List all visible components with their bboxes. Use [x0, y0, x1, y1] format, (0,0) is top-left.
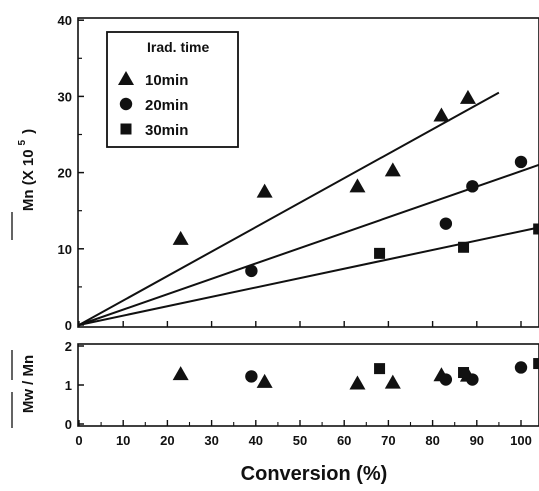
top-y-axis-label: Mn (X 105)	[17, 129, 37, 211]
legend-marker-30min	[120, 123, 132, 135]
top-y-axis-label-group: Mn (X 105)	[17, 129, 37, 211]
bottom-x-tick-label-8: 80	[425, 433, 439, 448]
top-y-tick-label-3: 30	[58, 89, 72, 104]
top-point-20min-0	[245, 264, 258, 278]
top-point-20min-2	[466, 180, 479, 193]
bottom-y-axis-label: Mw / Mn	[20, 355, 37, 413]
legend-title: Irad. time	[147, 39, 209, 55]
top-point-30min-1	[458, 241, 470, 253]
top-point-10min-4	[433, 107, 450, 122]
top-point-30min-2	[533, 223, 539, 235]
bottom-point-triangle-1	[256, 373, 273, 388]
bottom-point-circle-2	[466, 373, 479, 386]
legend-label-10min: 10min	[145, 72, 188, 89]
bottom-x-tick-label-0: 0	[75, 433, 82, 448]
bottom-point-circle-0	[245, 370, 258, 383]
top-y-tick-label-2: 20	[58, 166, 72, 181]
bottom-x-tick-label-9: 90	[470, 433, 484, 448]
bottom-y-tick-label-2: 2	[65, 339, 72, 354]
top-y-tick-label-0: 0	[65, 318, 72, 333]
bottom-x-tick-label-4: 40	[249, 433, 263, 448]
bottom-point-triangle-2	[349, 375, 366, 390]
bottom-y-axis: 0 1 2	[65, 339, 84, 432]
legend-marker-20min	[119, 97, 133, 111]
bottom-point-circle-1	[439, 373, 453, 386]
legend-label-30min: 30min	[145, 122, 188, 139]
bottom-point-triangle-0	[172, 366, 189, 381]
fit-line-10min	[78, 91, 500, 326]
fit-line-20min	[78, 164, 539, 326]
top-panel: 0 10 20 30 40 Mn (X 105) Irad. time 10min 20m…	[11, 13, 539, 333]
bottom-point-circle-3	[514, 361, 528, 374]
top-point-10min-2	[349, 178, 366, 193]
legend-marker-10min	[118, 71, 134, 85]
top-point-10min-0	[172, 230, 189, 245]
top-point-10min-1	[256, 183, 273, 198]
legend-items: 10min 20min 30min	[118, 71, 188, 139]
bottom-x-tick-label-7: 70	[381, 433, 395, 448]
bottom-x-tick-label-1: 10	[116, 433, 130, 448]
top-y-tick-label-4: 40	[58, 13, 72, 28]
bottom-x-tick-label-3: 30	[204, 433, 218, 448]
bottom-y-tick-label-1: 1	[65, 378, 72, 393]
bottom-panel: 0 1 2 0 10 20 30 40 50 60 70 80 90 100 Mw / Mn Conve…	[11, 339, 539, 485]
bottom-x-tick-label-6: 60	[337, 433, 351, 448]
bottom-y-axis-label-group: Mw / Mn	[20, 355, 37, 413]
x-axis-label: Conversion (%)	[241, 463, 388, 485]
bottom-point-square-0	[374, 363, 386, 375]
bottom-x-tick-label-10: 100	[510, 433, 532, 448]
top-point-20min-1	[439, 217, 453, 230]
bottom-y-tick-label-0: 0	[65, 417, 72, 432]
top-point-30min-0	[374, 247, 386, 259]
legend-label-20min: 20min	[145, 97, 188, 114]
top-data-points	[172, 89, 539, 278]
bottom-x-tick-label-2: 20	[160, 433, 174, 448]
bottom-x-axis: 0 10 20 30 40 50 60 70 80 90 100	[75, 420, 532, 448]
top-point-10min-5	[459, 89, 476, 104]
top-y-axis: 0 10 20 30 40	[58, 13, 522, 333]
top-point-20min-3	[514, 155, 528, 169]
bottom-data-points	[172, 358, 539, 390]
bottom-point-triangle-3	[384, 374, 401, 389]
fit-line-30min	[78, 226, 539, 326]
bottom-x-tick-label-5: 50	[293, 433, 307, 448]
bottom-point-square-2	[533, 358, 539, 370]
top-y-tick-label-1: 10	[58, 242, 72, 257]
legend: Irad. time 10min 20min 30min	[106, 31, 239, 148]
top-point-10min-3	[384, 162, 401, 177]
bottom-point-square-1	[458, 367, 470, 379]
